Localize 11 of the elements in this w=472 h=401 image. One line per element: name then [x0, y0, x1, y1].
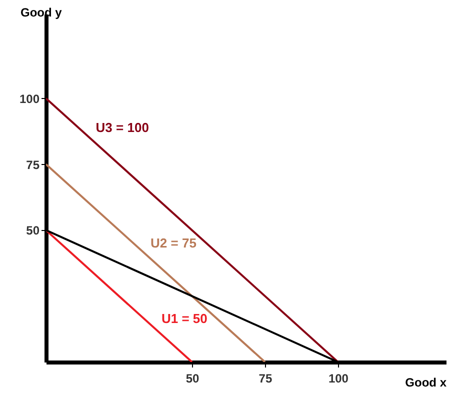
series-label: U3 = 100 [96, 120, 149, 135]
y-axis-title: Good y [20, 6, 62, 20]
x-tick-label: 75 [258, 372, 272, 386]
x-axis-title: Good x [405, 376, 447, 390]
series-label: U1 = 50 [161, 311, 208, 326]
y-tick-label: 50 [26, 224, 40, 238]
x-tick-label: 50 [186, 372, 200, 386]
y-tick-label: 75 [26, 158, 40, 172]
y-tick-label: 100 [19, 92, 40, 106]
x-tick-label: 100 [328, 372, 349, 386]
series-label: U2 = 75 [150, 235, 196, 250]
